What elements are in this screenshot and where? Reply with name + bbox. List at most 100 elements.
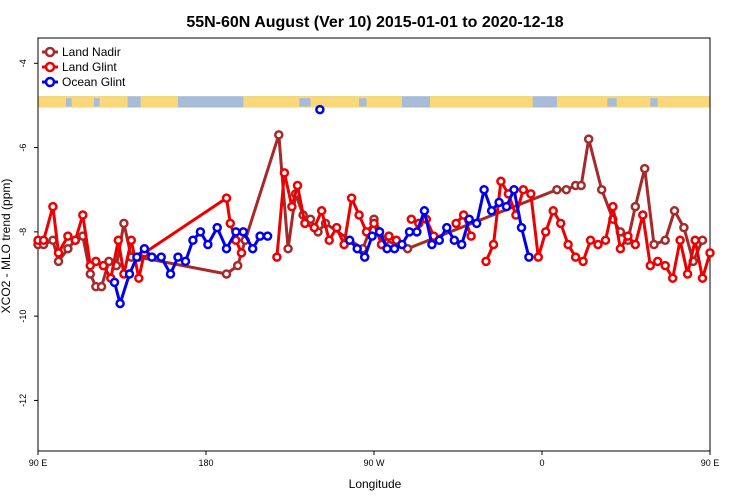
data-point xyxy=(279,168,290,178)
data-point xyxy=(406,214,417,224)
data-point xyxy=(70,235,81,246)
data-point xyxy=(667,273,678,283)
data-point xyxy=(615,243,626,254)
data-point xyxy=(576,180,586,191)
data-point xyxy=(501,201,512,212)
data-point xyxy=(509,184,519,195)
map-strip-water xyxy=(299,98,311,107)
series-land-glint xyxy=(33,168,715,283)
data-point xyxy=(124,269,135,279)
map-strip-water xyxy=(650,98,658,107)
data-point xyxy=(518,184,529,195)
data-point xyxy=(578,256,588,267)
data-point xyxy=(78,210,88,220)
data-point xyxy=(442,222,452,233)
data-point xyxy=(188,235,198,246)
data-point xyxy=(173,252,183,262)
data-point xyxy=(354,210,364,220)
data-point xyxy=(221,193,232,203)
chart-title: 55N-60N August (Ver 10) 2015-01-01 to 20… xyxy=(186,14,563,31)
data-point xyxy=(412,227,422,237)
data-point xyxy=(675,235,685,246)
map-strip-land xyxy=(38,96,128,108)
data-point xyxy=(139,243,150,254)
data-point xyxy=(221,243,232,254)
data-point xyxy=(526,189,536,199)
data-point xyxy=(119,218,129,229)
data-point xyxy=(63,243,73,254)
legend-label: Land Glint xyxy=(62,60,117,74)
data-point xyxy=(481,256,491,267)
data-point xyxy=(645,260,656,271)
data-point xyxy=(638,210,648,220)
data-point xyxy=(540,227,551,237)
data-point xyxy=(255,231,265,241)
data-point xyxy=(516,222,527,233)
data-point xyxy=(91,256,101,267)
data-point xyxy=(331,222,342,233)
data-point xyxy=(316,206,327,216)
data-point xyxy=(608,201,618,212)
data-point xyxy=(639,163,650,174)
data-point xyxy=(134,273,144,283)
x-tick-label: 90 E xyxy=(701,458,720,468)
map-strip-water xyxy=(94,98,100,107)
data-point xyxy=(212,222,222,233)
data-point xyxy=(115,298,125,309)
data-point xyxy=(479,184,489,195)
data-point xyxy=(660,235,670,246)
data-point xyxy=(397,239,407,250)
data-point xyxy=(585,235,596,246)
data-point xyxy=(53,248,64,258)
data-point xyxy=(272,252,282,262)
data-point xyxy=(427,239,437,250)
data-point xyxy=(583,134,594,144)
data-point xyxy=(203,239,213,250)
legend-label: Ocean Glint xyxy=(62,75,126,89)
x-axis-label: Longitude xyxy=(349,477,402,491)
data-point xyxy=(630,201,641,212)
data-point xyxy=(464,214,474,224)
data-point xyxy=(697,273,708,283)
legend-swatch-marker xyxy=(44,76,56,88)
x-tick-label: 0 xyxy=(539,458,544,468)
data-point xyxy=(456,239,467,250)
legend-swatch-marker xyxy=(44,61,56,73)
map-strip-water xyxy=(359,98,367,107)
data-point xyxy=(533,252,544,262)
data-point xyxy=(524,252,534,262)
data-point xyxy=(126,235,137,246)
data-point xyxy=(195,227,206,237)
data-point xyxy=(434,235,445,246)
y-tick-label: -12 xyxy=(18,394,28,407)
data-point xyxy=(232,260,243,271)
data-point xyxy=(262,231,273,241)
x-tick-label: 90 E xyxy=(29,458,48,468)
y-tick-label: -10 xyxy=(18,310,28,323)
data-point xyxy=(652,256,663,267)
data-point xyxy=(352,243,362,254)
series-ocean-glint xyxy=(109,104,534,309)
data-point xyxy=(63,231,73,241)
data-point xyxy=(274,130,284,140)
map-strip-land xyxy=(140,96,178,108)
data-point xyxy=(165,269,176,279)
data-point xyxy=(98,260,109,271)
data-point xyxy=(85,269,96,279)
map-strip-land xyxy=(430,96,533,108)
data-point xyxy=(315,104,325,115)
data-point xyxy=(247,243,258,254)
data-point xyxy=(382,243,392,254)
data-point xyxy=(466,231,476,241)
data-point xyxy=(53,256,64,267)
data-point xyxy=(113,235,124,246)
data-point xyxy=(287,201,297,212)
data-point xyxy=(367,231,377,241)
y-axis-label: XCO2 - MLO trend (ppm) xyxy=(0,179,13,314)
data-point xyxy=(555,218,566,229)
map-strip-land xyxy=(243,96,402,108)
data-point xyxy=(359,252,370,262)
series-line xyxy=(38,134,704,289)
